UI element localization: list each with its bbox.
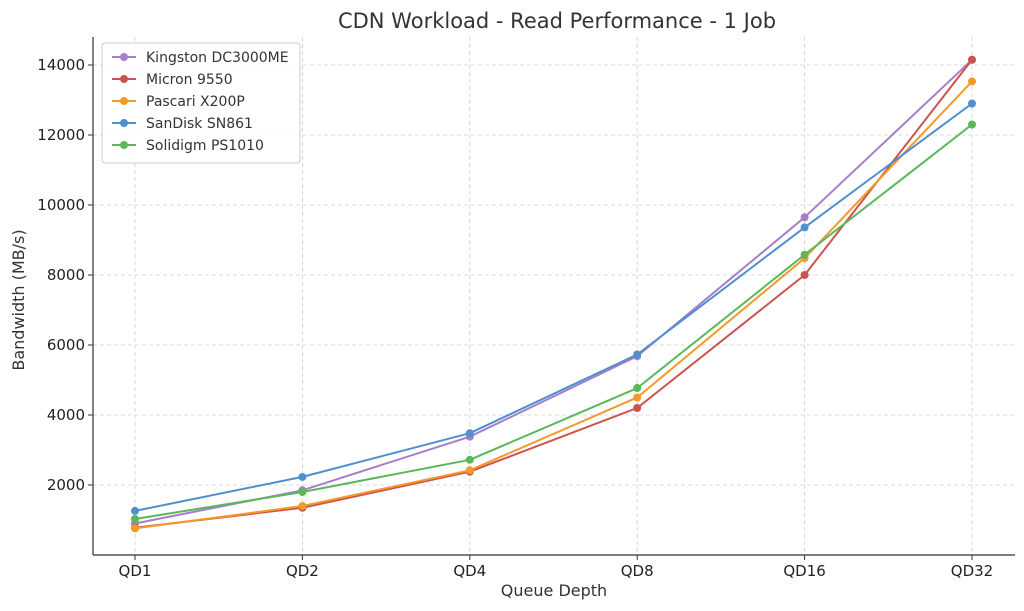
legend-label: Micron 9550 bbox=[146, 72, 233, 88]
data-point bbox=[633, 350, 642, 359]
data-point bbox=[131, 514, 139, 523]
y-tick-label: 14000 bbox=[37, 56, 85, 74]
legend-item: Kingston DC3000ME bbox=[112, 50, 289, 66]
data-point bbox=[633, 404, 642, 412]
y-tick-label: 10000 bbox=[37, 196, 85, 214]
axes bbox=[92, 37, 1015, 556]
legend-swatch-marker bbox=[120, 97, 128, 105]
data-point bbox=[800, 271, 809, 279]
data-point bbox=[298, 502, 307, 510]
legend-label: Pascari X200P bbox=[146, 94, 245, 110]
legend-box bbox=[101, 42, 301, 164]
legend-item: SanDisk SN861 bbox=[112, 116, 253, 132]
legend-item: Pascari X200P bbox=[112, 94, 245, 110]
data-point bbox=[465, 466, 474, 475]
data-point bbox=[131, 506, 139, 515]
legend-label: SanDisk SN861 bbox=[146, 116, 253, 132]
data-point bbox=[800, 213, 809, 222]
series-solidigm-ps1010 bbox=[131, 120, 976, 523]
series-group bbox=[131, 55, 976, 533]
y-axis-label: Bandwidth (MB/s) bbox=[9, 229, 28, 370]
data-point bbox=[968, 120, 976, 129]
data-point bbox=[465, 455, 474, 464]
legend-item: Solidigm PS1010 bbox=[112, 138, 264, 154]
data-point bbox=[633, 384, 642, 393]
series-line bbox=[134, 80, 973, 530]
legend-swatch-marker bbox=[120, 141, 128, 149]
x-axis-ticks: QD1 QD2 QD4 QD8 QD16 QD32 bbox=[119, 555, 993, 580]
chart-title: CDN Workload - Read Performance - 1 Job bbox=[338, 9, 776, 33]
y-tick-label: 12000 bbox=[37, 126, 85, 144]
series-line bbox=[134, 59, 973, 529]
data-point bbox=[968, 99, 976, 108]
data-point bbox=[968, 55, 976, 64]
x-tick-label: QD2 bbox=[286, 562, 319, 580]
y-tick-label: 4000 bbox=[47, 406, 85, 424]
x-tick-label: QD32 bbox=[951, 562, 993, 580]
series-line bbox=[134, 102, 973, 512]
x-tick-label: QD8 bbox=[621, 562, 654, 580]
data-point bbox=[298, 488, 307, 496]
y-tick-label: 2000 bbox=[47, 476, 85, 494]
y-tick-label: 6000 bbox=[47, 336, 85, 354]
data-point bbox=[968, 77, 976, 86]
series-sandisk-sn861 bbox=[131, 99, 976, 515]
x-tick-label: QD4 bbox=[453, 562, 486, 580]
data-point bbox=[298, 472, 307, 481]
series-line bbox=[134, 123, 973, 520]
x-axis-label: Queue Depth bbox=[501, 581, 607, 600]
x-tick-label: QD1 bbox=[119, 562, 152, 580]
data-point bbox=[131, 524, 139, 533]
x-tick-label: QD16 bbox=[783, 562, 825, 580]
data-point bbox=[465, 429, 474, 438]
legend-item: Micron 9550 bbox=[112, 72, 233, 88]
legend-swatch-marker bbox=[120, 53, 128, 61]
legend-label: Kingston DC3000ME bbox=[146, 50, 289, 66]
legend: Kingston DC3000ME Micron 9550 Pascari X200… bbox=[101, 42, 301, 164]
y-axis-ticks: 2000 4000 6000 8000 10000 12000 14000 bbox=[37, 56, 93, 494]
y-tick-label: 8000 bbox=[47, 266, 85, 284]
data-point bbox=[633, 393, 642, 402]
data-point bbox=[800, 250, 809, 259]
legend-swatch-marker bbox=[120, 75, 128, 83]
data-point bbox=[800, 223, 809, 232]
legend-swatch-marker bbox=[120, 119, 128, 127]
legend-label: Solidigm PS1010 bbox=[146, 138, 264, 154]
